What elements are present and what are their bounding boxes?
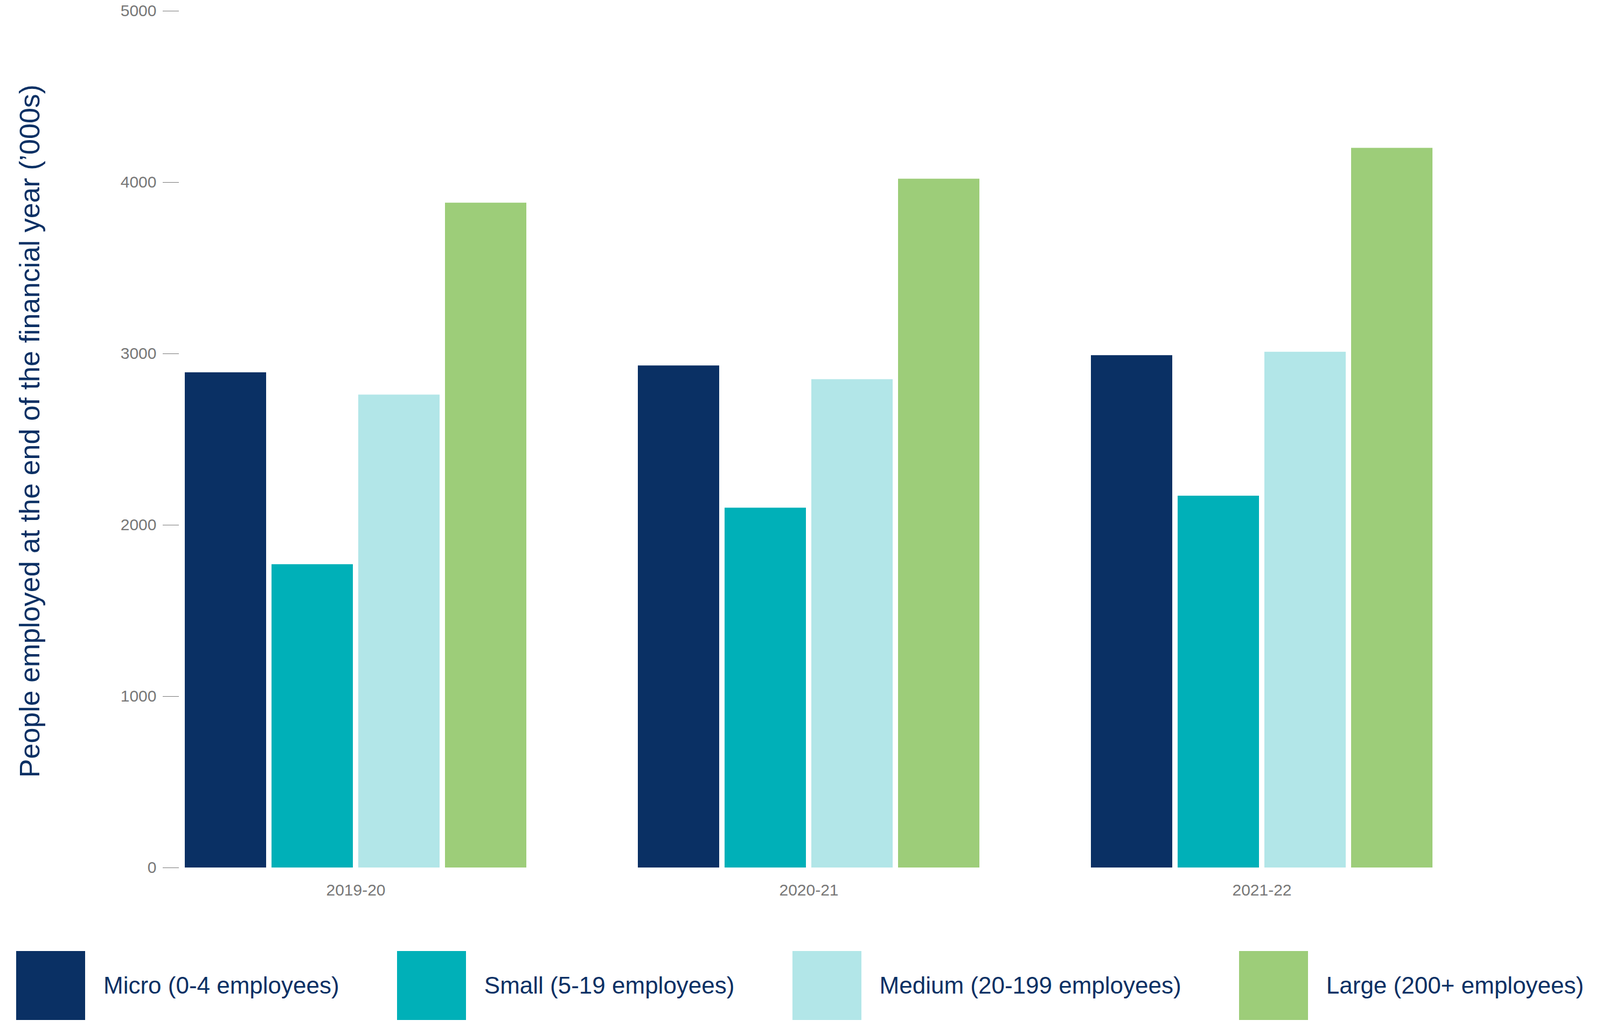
svg-text:2020-21: 2020-21 <box>778 880 839 899</box>
svg-text:1000: 1000 <box>120 686 157 705</box>
svg-text:4000: 4000 <box>120 172 157 191</box>
svg-text:2021-22: 2021-22 <box>1232 880 1292 899</box>
svg-text:3000: 3000 <box>120 344 157 363</box>
svg-text:0: 0 <box>147 858 157 876</box>
svg-text:2019-20: 2019-20 <box>325 880 386 899</box>
html-text:Micro (0-4 employees): Micro (0-4 employees) <box>103 971 340 999</box>
html-text:Medium (20-199 employees): Medium (20-199 employees) <box>879 971 1182 999</box>
svg-text:5000: 5000 <box>120 1 157 20</box>
html-text:Small (5-19 employees): Small (5-19 employees) <box>484 971 735 999</box>
svg-text:2000: 2000 <box>120 515 157 534</box>
html-text:People employed at the end of: People employed at the end of the financ… <box>14 84 46 778</box>
html-text:Large (200+ employees): Large (200+ employees) <box>1326 971 1584 999</box>
